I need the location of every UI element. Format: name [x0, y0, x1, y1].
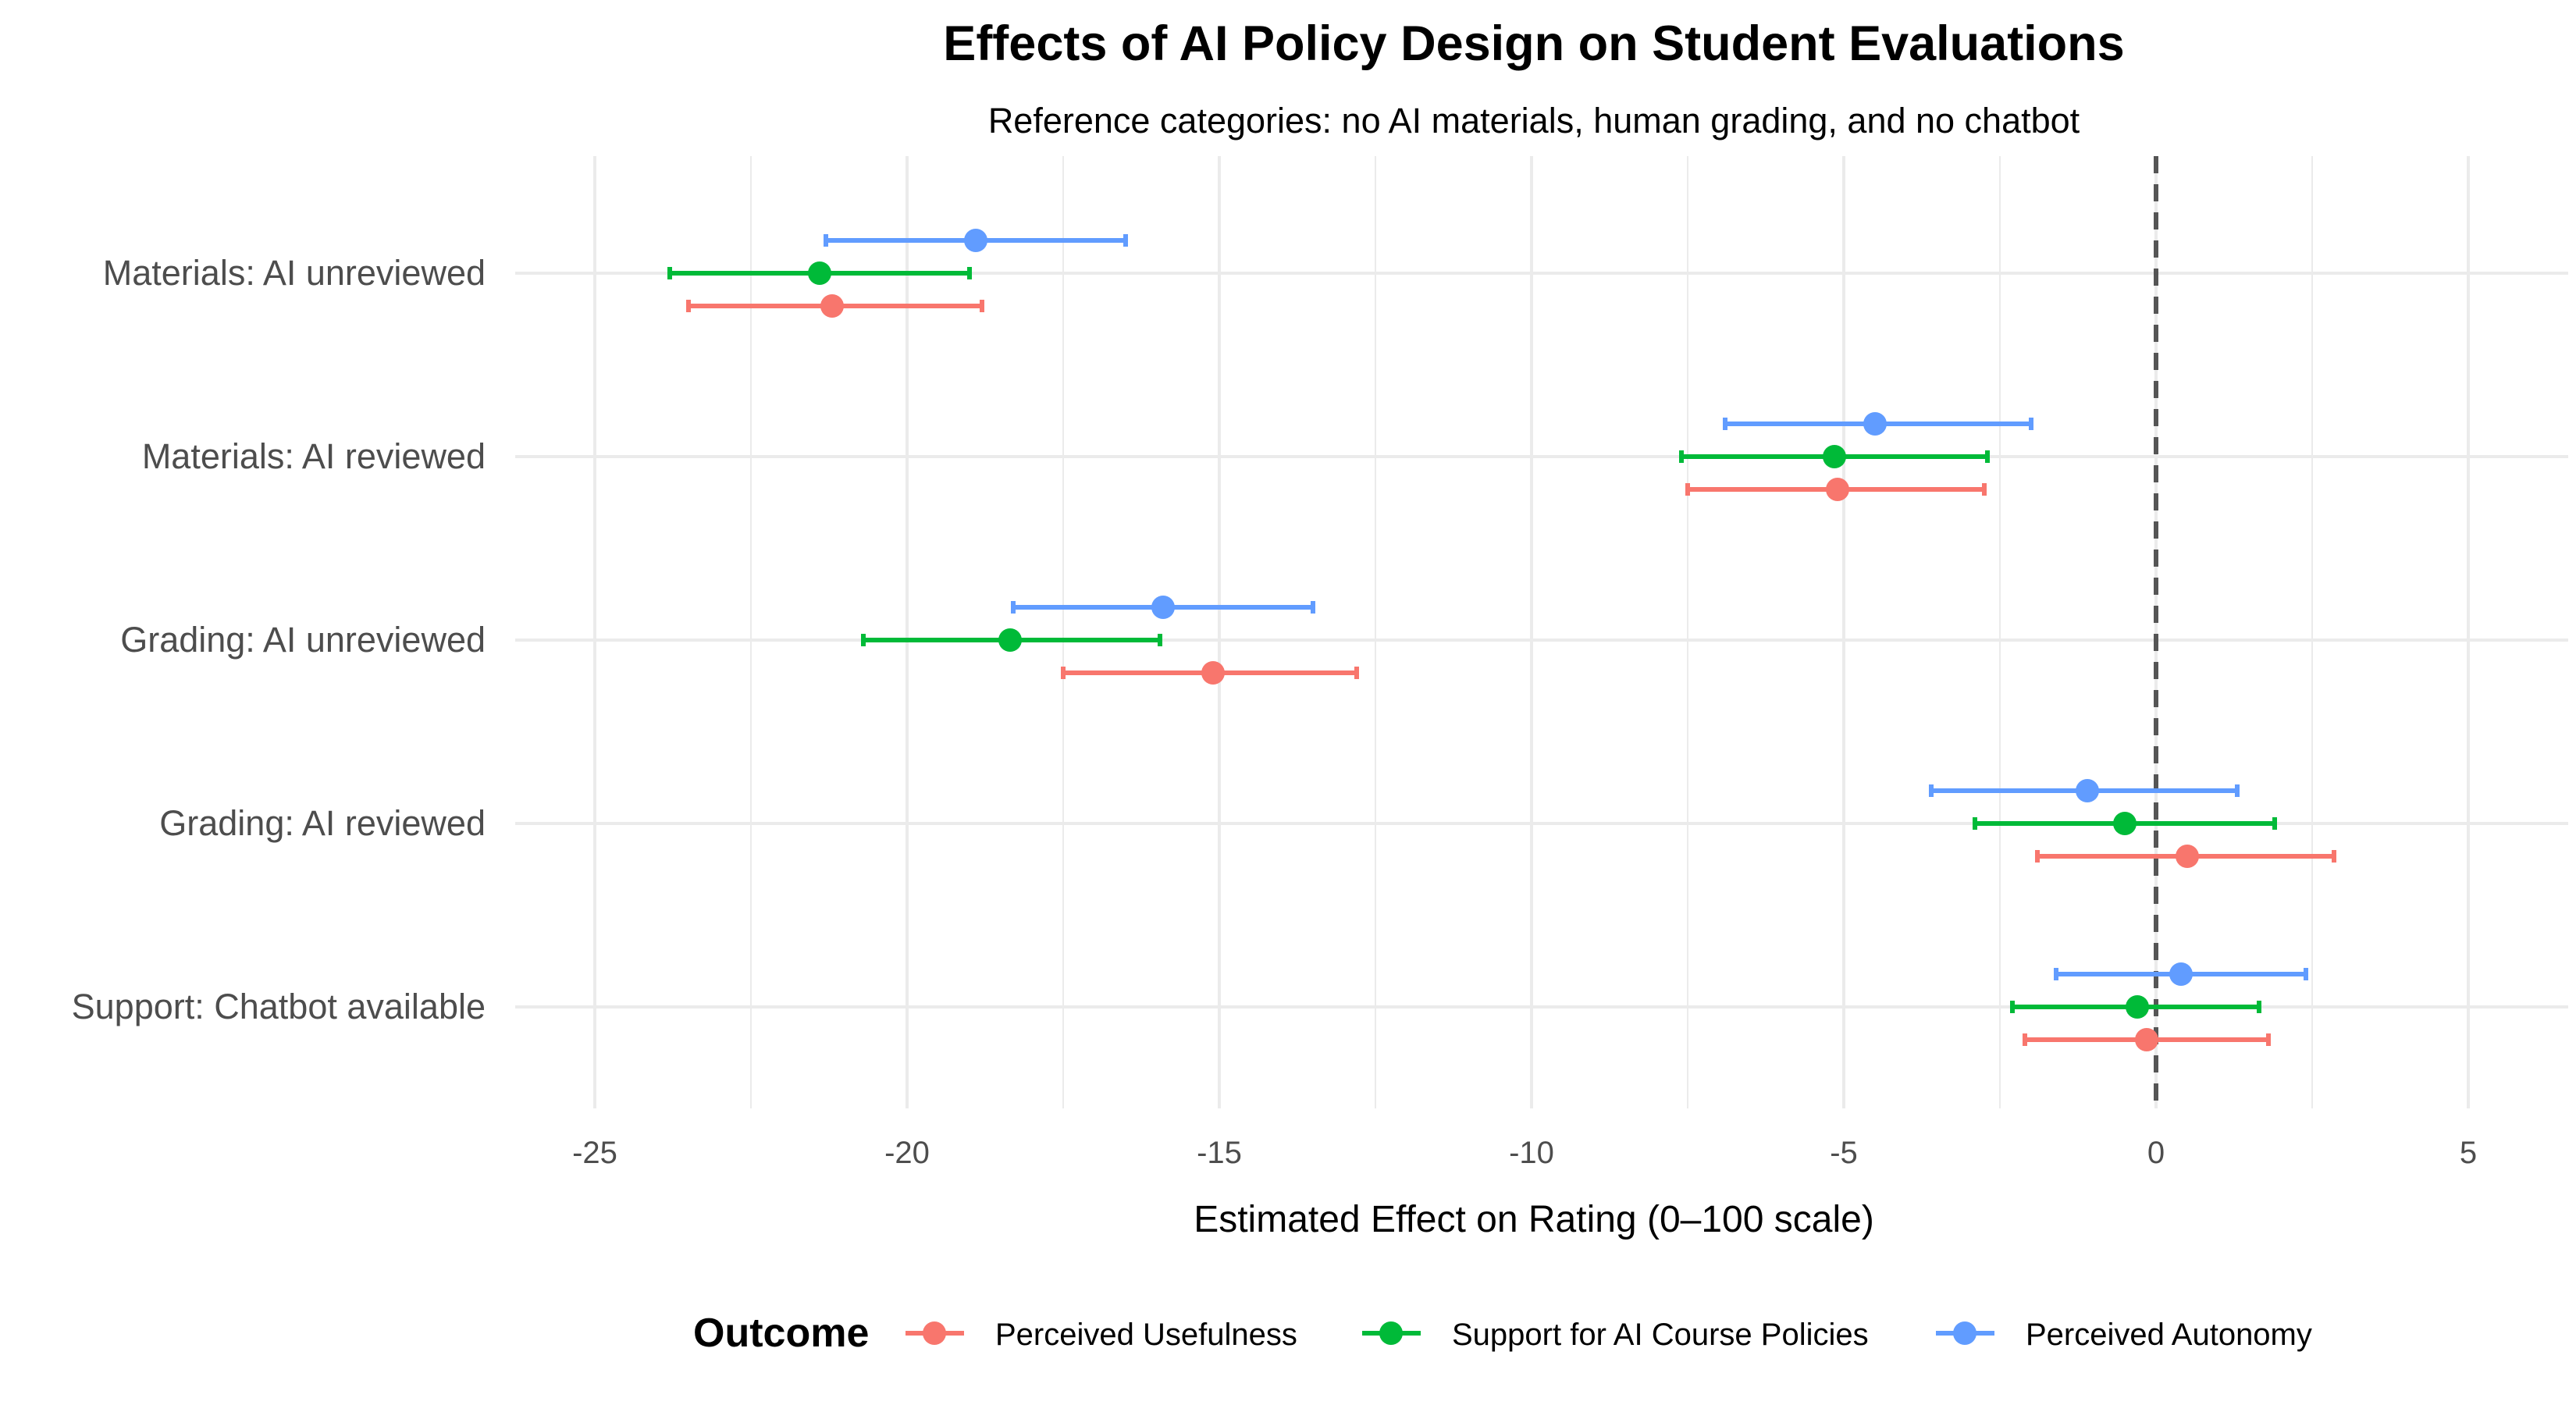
data-point	[2076, 779, 2099, 802]
legend: Outcome Perceived Usefulness Support for …	[693, 1311, 2312, 1356]
grid-layer	[515, 156, 2568, 1108]
x-tick-label: -15	[1197, 1136, 1242, 1170]
y-category-label: Support: Chatbot available	[72, 987, 486, 1026]
legend-title: Outcome	[693, 1311, 869, 1356]
y-category-label: Materials: AI unreviewed	[103, 253, 486, 293]
x-tick-label: -25	[572, 1136, 617, 1170]
legend-label: Support for AI Course Policies	[1452, 1318, 1869, 1352]
x-tick-label: 5	[2460, 1136, 2477, 1170]
x-tick-label: -5	[1830, 1136, 1858, 1170]
data-point	[964, 229, 987, 252]
series-perceived-autonomy	[824, 229, 2308, 986]
data-point	[820, 294, 844, 318]
data-point	[2176, 845, 2199, 868]
data-point	[998, 628, 1022, 652]
x-tick-label: -10	[1509, 1136, 1554, 1170]
legend-key-point	[1953, 1321, 1976, 1345]
y-category-label: Grading: AI reviewed	[159, 803, 486, 843]
data-point	[2113, 812, 2137, 835]
legend-key-point	[923, 1321, 946, 1345]
x-tick-label: 0	[2147, 1136, 2165, 1170]
data-point	[2135, 1028, 2158, 1051]
series-perceived-usefulness	[686, 294, 2336, 1051]
data-point	[808, 261, 831, 285]
data-point	[2126, 995, 2149, 1019]
data-point	[1863, 412, 1887, 436]
series-layer	[667, 229, 2336, 1051]
legend-label: Perceived Autonomy	[2026, 1318, 2312, 1352]
data-point	[1826, 478, 1849, 501]
data-point	[2169, 962, 2193, 986]
label-layer: -25 -20 -15 -10 -5 0 5 Materials: AI unreviewed…	[72, 253, 2477, 1170]
chart-subtitle: Reference categories: no AI materials, h…	[988, 101, 2080, 140]
y-category-label: Materials: AI reviewed	[142, 436, 486, 476]
data-point	[1151, 596, 1175, 619]
chart-title: Effects of AI Policy Design on Student E…	[943, 16, 2124, 71]
x-tick-label: -20	[884, 1136, 930, 1170]
y-category-label: Grading: AI unreviewed	[120, 620, 486, 660]
series-support-for-ai-course-policies	[667, 261, 2277, 1019]
legend-label: Perceived Usefulness	[995, 1318, 1297, 1352]
data-point	[1201, 661, 1225, 685]
x-axis-title: Estimated Effect on Rating (0–100 scale)	[1194, 1199, 1874, 1240]
legend-key-point	[1379, 1321, 1403, 1345]
data-point	[1823, 445, 1846, 468]
